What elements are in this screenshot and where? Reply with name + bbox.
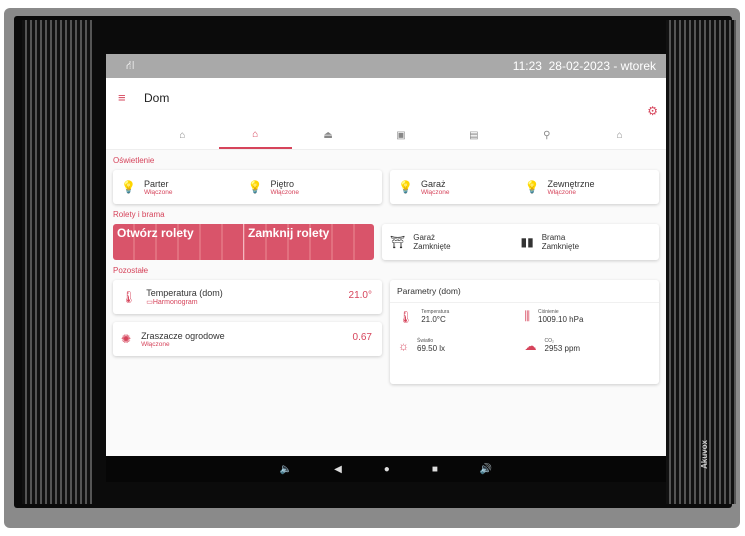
light-zewnetrzne[interactable]: 💡 Zewnętrzne Włączone [524,178,595,196]
garage-door[interactable]: ⛩ Garaż Zamknięte [390,233,451,251]
bulb-icon: 💡 [524,180,540,194]
pressure-icon: ⫼ [524,309,531,323]
cloud-icon: ☁ [524,338,537,353]
garage-icon: ⛩ [390,235,406,249]
parameters-card: Parametry (dom) 🌡 Temperatura 21.0°C ⫼ Ciśn… [390,280,659,384]
light-garaz[interactable]: 💡 Garaż Włączone [398,178,450,196]
section-other: Pozostałe [113,266,149,275]
network-icon: ⛙ [126,58,135,72]
sun-icon: ☼ [398,338,409,353]
sprinkler-icon: ✺ [121,332,132,346]
menu-icon[interactable]: ≡ [118,90,126,105]
speaker-grille-left [22,20,92,504]
recents-icon[interactable]: ■ [431,463,438,475]
blinds-controls: Otwórz rolety Zamknij rolety [113,224,374,260]
clock: 11:23 [512,59,542,73]
parameters-title: Parametry (dom) [390,280,659,303]
gate[interactable]: ▮▮ Brama Zamknięte [520,233,580,251]
volume-down-icon[interactable]: 🔈 [279,463,293,475]
brand-logo: Akuvox [700,440,709,469]
bulb-icon: 💡 [398,180,413,194]
section-blinds: Rolety i brama [113,210,165,219]
speaker-grille-right [666,20,736,504]
tab-home-active[interactable]: ⌂ [218,122,292,149]
back-icon[interactable]: ◀ [334,463,342,475]
lighting-card-2: 💡 Garaż Włączone 💡 Zewnętrzne Włączone [390,170,659,204]
screen: ⛙ 11:23 28-02-2023 - wtorek ≡ Dom ⚙ ⌂ ⌂ … [106,54,666,456]
thermometer-icon: 🌡 [398,309,414,324]
tab-garage[interactable]: ⌂ [616,130,623,141]
sprinklers-value: 0.67 [352,332,372,343]
light-pietro[interactable]: 💡 Piętro Włączone [247,178,300,196]
volume-up-icon[interactable]: 🔊 [479,463,493,475]
android-nav-bar: 🔈 ◀ ● ■ 🔊 [106,456,666,482]
date: 28-02-2023 - wtorek [548,59,656,73]
tab-floor[interactable]: ⏏ [323,130,333,141]
open-blinds-button[interactable]: Otwórz rolety [117,226,194,240]
tab-bedroom[interactable]: ▤ [469,130,479,141]
light-parter[interactable]: 💡 Parter Włączone [121,178,173,196]
close-blinds-button[interactable]: Zamknij rolety [243,224,374,260]
home-icon[interactable]: ● [383,463,390,475]
gate-icon: ▮▮ [520,235,534,249]
thermometer-icon: 🌡 [121,290,137,304]
tab-home[interactable]: ⌂ [179,130,186,141]
tab-basement[interactable]: ▣ [396,130,406,141]
section-lighting: Oświetlenie [113,156,155,165]
calendar-icon: ▭ [146,299,153,306]
app-bar: ≡ Dom ⚙ ⌂ ⌂ ⏏ ▣ ▤ ⚲ ⌂ [106,78,666,150]
bulb-icon: 💡 [121,180,136,194]
status-bar: ⛙ 11:23 28-02-2023 - wtorek [106,54,666,78]
lighting-card-1: 💡 Parter Włączone 💡 Piętro Włączone [113,170,382,204]
page-title: Dom [144,91,170,105]
temperature-value: 21.0° [348,290,372,301]
gates-card: ⛩ Garaż Zamknięte ▮▮ Brama Zamknięte [382,224,659,260]
tab-garden[interactable]: ⚲ [543,130,551,141]
gear-icon[interactable]: ⚙ [647,104,658,118]
sprinklers-card[interactable]: ✺ Zraszacze ogrodowe Włączone 0.67 [113,322,382,356]
room-tabs: ⌂ ⌂ ⏏ ▣ ▤ ⚲ ⌂ [146,122,656,149]
temperature-card[interactable]: 🌡 Temperatura (dom) ▭Harmonogram 21.0° [113,280,382,314]
bulb-icon: 💡 [247,180,263,194]
